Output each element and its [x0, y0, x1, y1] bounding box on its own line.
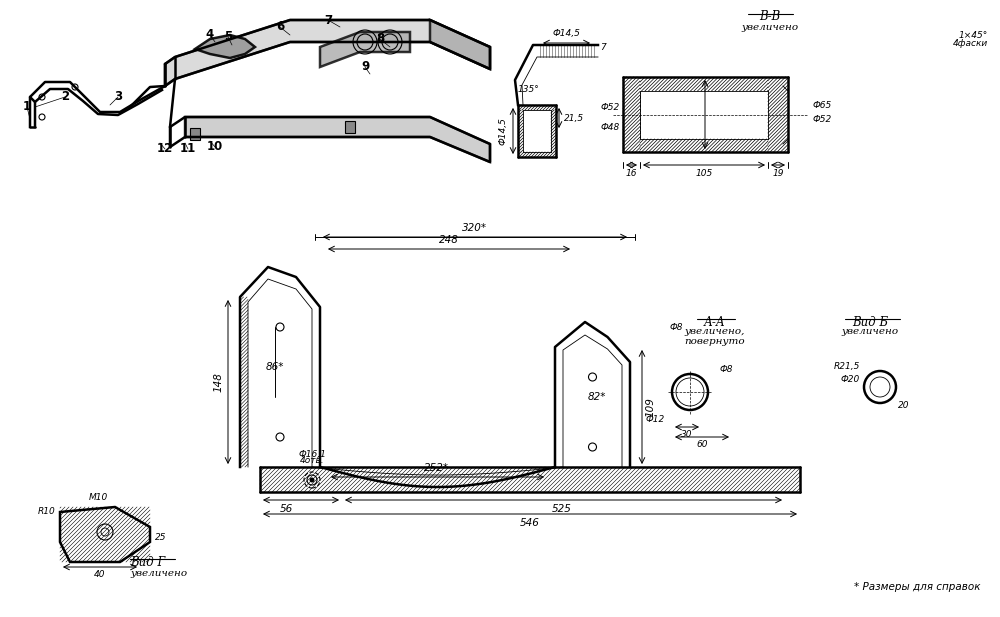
- Text: 19: 19: [772, 169, 784, 178]
- Text: Вид Г: Вид Г: [130, 555, 165, 568]
- Circle shape: [97, 524, 113, 540]
- Bar: [518, 105, 556, 110]
- Bar: [768, 77, 788, 152]
- Text: А-А: А-А: [704, 315, 726, 328]
- Polygon shape: [195, 35, 255, 58]
- Text: Ф14,5: Ф14,5: [552, 29, 580, 38]
- Polygon shape: [165, 20, 490, 86]
- Text: Вид Б: Вид Б: [852, 315, 888, 328]
- Text: 7: 7: [600, 44, 606, 52]
- Bar: [190, 128, 200, 140]
- Text: 20: 20: [898, 400, 910, 410]
- Bar: [640, 78, 768, 91]
- Text: 8: 8: [376, 33, 384, 46]
- Text: 7: 7: [324, 14, 332, 27]
- Bar: [240, 297, 248, 467]
- Polygon shape: [320, 32, 410, 67]
- Text: 6: 6: [276, 20, 284, 33]
- Text: Ф14,5: Ф14,5: [499, 117, 508, 145]
- Text: * Размеры для справок: * Размеры для справок: [854, 582, 980, 592]
- Text: 60: 60: [696, 440, 708, 449]
- Bar: [551, 110, 556, 152]
- Text: 12: 12: [157, 143, 173, 155]
- Bar: [345, 121, 355, 133]
- Circle shape: [676, 378, 704, 406]
- Text: увеличено: увеличено: [741, 22, 799, 31]
- Text: Ф8: Ф8: [720, 365, 734, 375]
- Text: R10: R10: [37, 508, 55, 516]
- Text: Ф52: Ф52: [601, 103, 620, 112]
- Text: 105: 105: [695, 169, 713, 178]
- Text: Ф52: Ф52: [813, 115, 832, 125]
- Bar: [518, 152, 556, 157]
- Circle shape: [310, 478, 314, 482]
- Text: 248: 248: [439, 235, 459, 245]
- Text: 16: 16: [625, 169, 637, 178]
- Text: 3: 3: [114, 91, 122, 104]
- Text: 30: 30: [681, 430, 693, 439]
- Text: 135°: 135°: [517, 86, 539, 94]
- Polygon shape: [430, 20, 490, 69]
- Text: Ф65: Ф65: [813, 101, 832, 109]
- Bar: [518, 110, 523, 152]
- Text: 9: 9: [361, 60, 369, 73]
- Text: 252*: 252*: [424, 463, 450, 473]
- Text: 320*: 320*: [462, 223, 488, 233]
- Text: увеличено,: увеличено,: [685, 328, 745, 336]
- Text: 4фаски: 4фаски: [953, 39, 988, 49]
- Text: 4: 4: [206, 28, 214, 41]
- Text: R21,5: R21,5: [834, 363, 860, 371]
- Bar: [60, 507, 150, 562]
- Text: 148: 148: [214, 372, 224, 392]
- Text: 525: 525: [552, 504, 572, 514]
- Text: 11: 11: [180, 143, 196, 155]
- Text: М10: М10: [88, 493, 108, 502]
- Text: 109: 109: [646, 397, 656, 417]
- Text: 1×45°: 1×45°: [959, 30, 988, 39]
- Text: увеличено: увеличено: [130, 568, 187, 578]
- Text: Ф16,1: Ф16,1: [298, 450, 326, 459]
- Polygon shape: [60, 507, 150, 562]
- Text: 4отв.: 4отв.: [300, 456, 324, 465]
- Text: увеличено: увеличено: [841, 328, 899, 336]
- Text: 1: 1: [23, 101, 31, 114]
- Text: 21,5: 21,5: [564, 114, 584, 123]
- Text: 25: 25: [155, 532, 166, 542]
- Bar: [623, 77, 640, 152]
- Text: Ф8: Ф8: [670, 323, 684, 331]
- Text: 2: 2: [61, 91, 69, 104]
- Text: 82*: 82*: [588, 392, 606, 402]
- Text: В-В: В-В: [759, 10, 781, 23]
- Text: Ф48: Ф48: [601, 123, 620, 132]
- Bar: [640, 139, 768, 152]
- Text: 546: 546: [520, 518, 540, 528]
- Text: Ф20: Ф20: [841, 375, 860, 384]
- Text: 56: 56: [279, 504, 293, 514]
- Polygon shape: [185, 117, 490, 162]
- Text: 86*: 86*: [266, 362, 284, 372]
- Text: 5: 5: [224, 30, 232, 44]
- Text: Ф12: Ф12: [646, 415, 665, 424]
- Text: 10: 10: [207, 141, 223, 154]
- Text: 40: 40: [94, 570, 106, 579]
- Text: повернуто: повернуто: [685, 337, 745, 347]
- Bar: [260, 467, 800, 492]
